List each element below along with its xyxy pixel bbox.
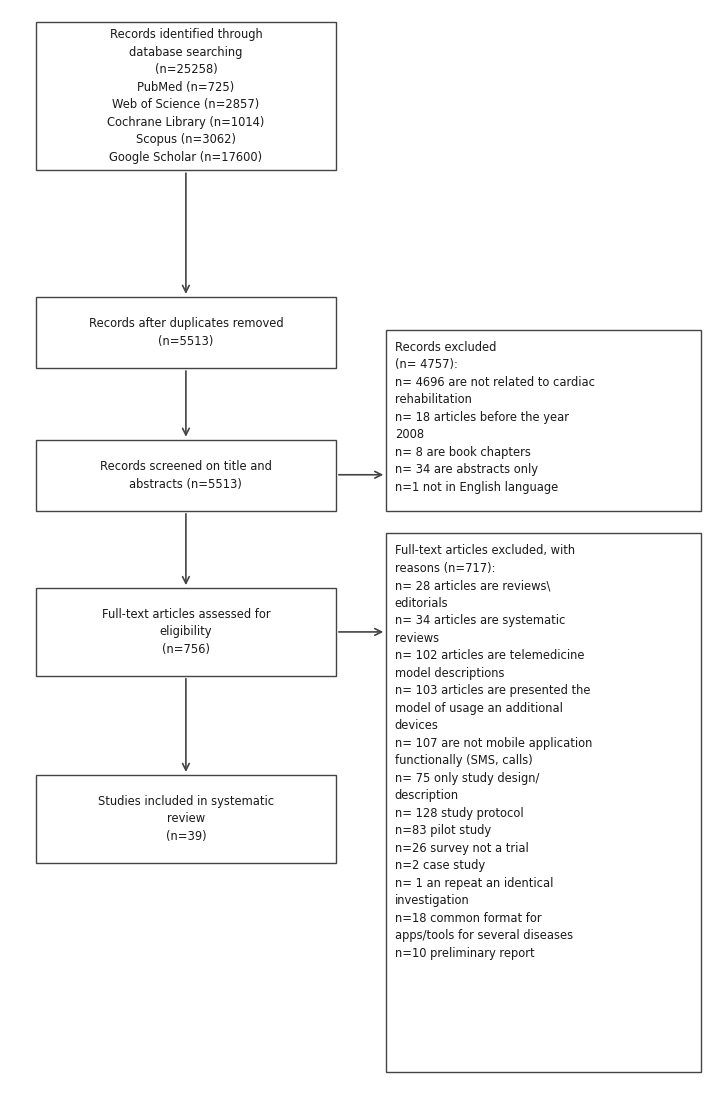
Text: Records after duplicates removed
(n=5513): Records after duplicates removed (n=5513… [89, 318, 283, 347]
FancyBboxPatch shape [386, 533, 701, 1072]
FancyBboxPatch shape [36, 297, 336, 368]
FancyBboxPatch shape [36, 588, 336, 676]
Text: Studies included in systematic
review
(n=39): Studies included in systematic review (n… [98, 795, 274, 843]
Text: Records excluded
(n= 4757):
n= 4696 are not related to cardiac
rehabilitation
n=: Records excluded (n= 4757): n= 4696 are … [395, 341, 595, 493]
Text: Records screened on title and
abstracts (n=5513): Records screened on title and abstracts … [100, 460, 272, 490]
FancyBboxPatch shape [36, 440, 336, 511]
FancyBboxPatch shape [36, 22, 336, 170]
FancyBboxPatch shape [36, 775, 336, 863]
Text: Full-text articles excluded, with
reasons (n=717):
n= 28 articles are reviews\
e: Full-text articles excluded, with reason… [395, 544, 592, 959]
Text: Records identified through
database searching
(n=25258)
PubMed (n=725)
Web of Sc: Records identified through database sear… [107, 29, 265, 164]
FancyBboxPatch shape [386, 330, 701, 511]
Text: Full-text articles assessed for
eligibility
(n=756): Full-text articles assessed for eligibil… [102, 608, 270, 656]
